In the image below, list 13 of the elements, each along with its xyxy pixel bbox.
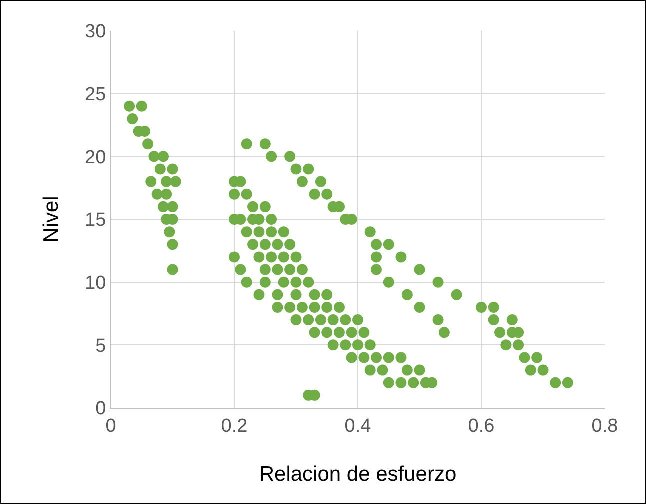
x-tick-label: 0.2 bbox=[221, 416, 248, 437]
y-tick-label: 5 bbox=[96, 336, 106, 357]
x-tick-label: 0.8 bbox=[592, 416, 618, 437]
y-tick-label: 25 bbox=[85, 84, 106, 106]
y-tick-label: 30 bbox=[85, 22, 106, 43]
x-tick-label: 0.6 bbox=[468, 416, 495, 437]
y-axis-title: Nivel bbox=[40, 196, 64, 243]
x-tick-label: 0.4 bbox=[344, 416, 372, 437]
y-tick-label: 20 bbox=[85, 147, 106, 168]
y-tick-label: 10 bbox=[85, 272, 106, 294]
x-axis-title: Relacion de esfuerzo bbox=[259, 463, 457, 486]
y-tick-label: 15 bbox=[85, 210, 106, 232]
y-tick-label: 0 bbox=[96, 398, 106, 420]
